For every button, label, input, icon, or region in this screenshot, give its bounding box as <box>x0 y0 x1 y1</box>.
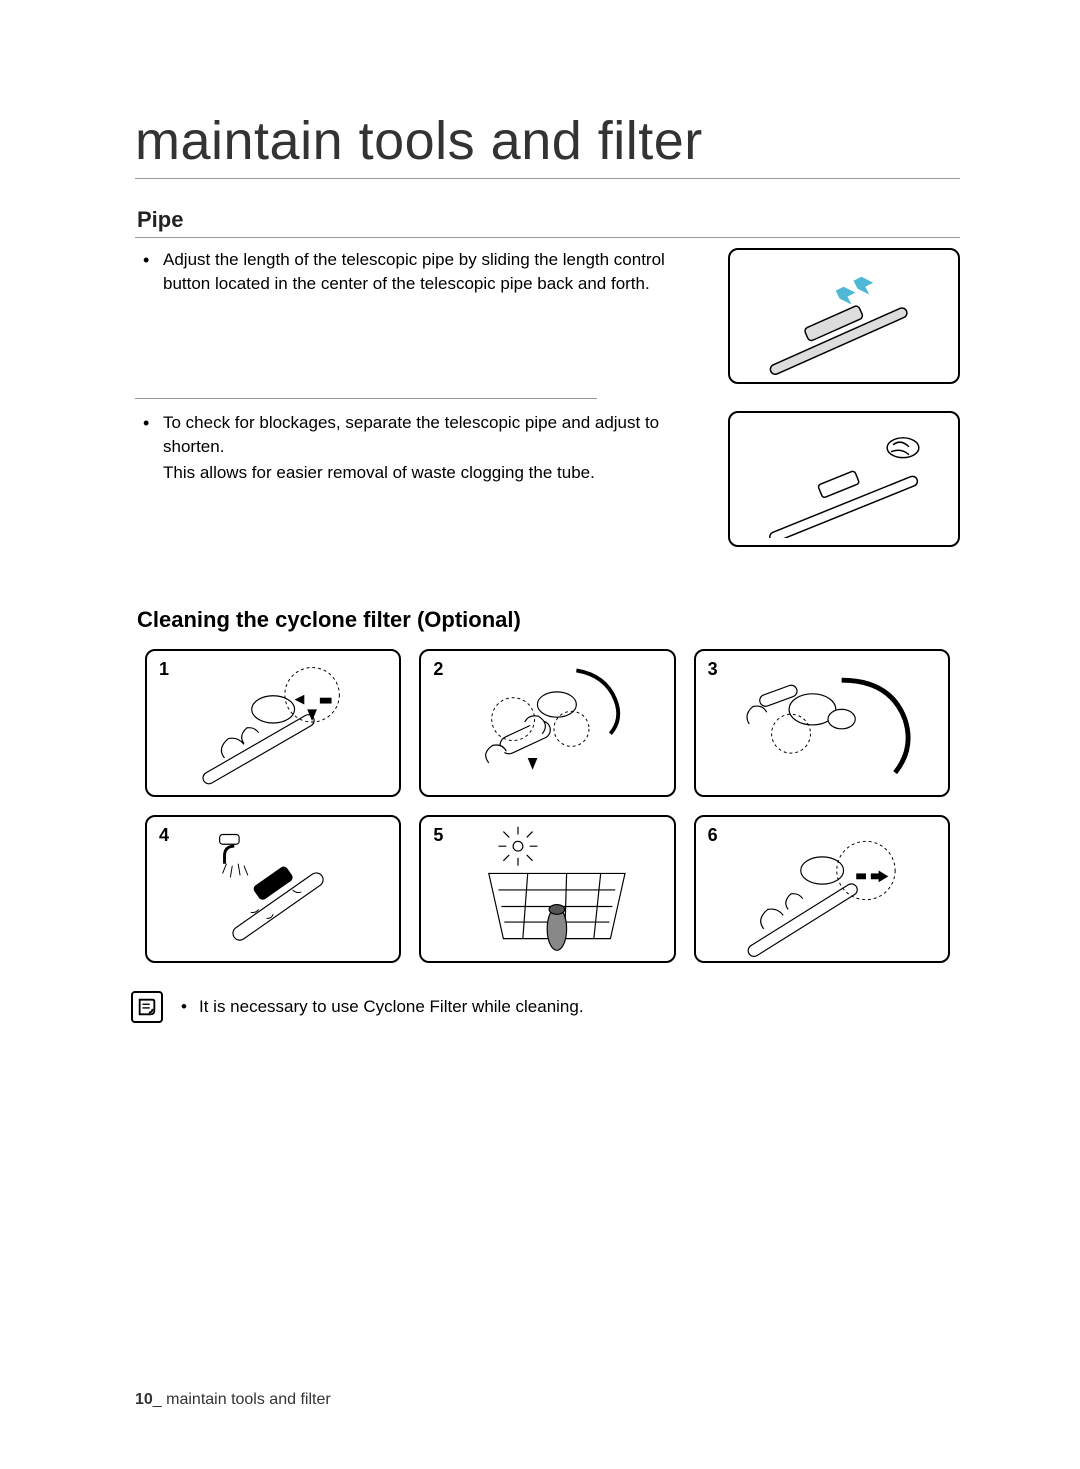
section-cyclone-heading: Cleaning the cyclone filter (Optional) <box>135 607 960 633</box>
note-text: It is necessary to use Cyclone Filter wh… <box>181 997 584 1017</box>
note-icon <box>131 991 163 1023</box>
section-pipe-heading: Pipe <box>135 207 960 233</box>
cyclone-steps-grid: 1 2 <box>135 649 960 963</box>
step-4: 4 <box>145 815 401 963</box>
page-title: maintain tools and filter <box>135 110 960 179</box>
page-footer: 10_ maintain tools and filter <box>135 1391 331 1409</box>
step-2: 2 <box>419 649 675 797</box>
divider <box>135 398 597 399</box>
step-5: 5 <box>419 815 675 963</box>
pipe-illustration-blockage <box>728 411 960 547</box>
step-3: 3 <box>694 649 950 797</box>
pipe-illustration-adjust <box>728 248 960 384</box>
step-1: 1 <box>145 649 401 797</box>
pipe-bullet-1: Adjust the length of the telescopic pipe… <box>135 248 710 296</box>
step-6: 6 <box>694 815 950 963</box>
pipe-bullet-2: To check for blockages, separate the tel… <box>135 411 710 484</box>
divider <box>135 237 960 238</box>
